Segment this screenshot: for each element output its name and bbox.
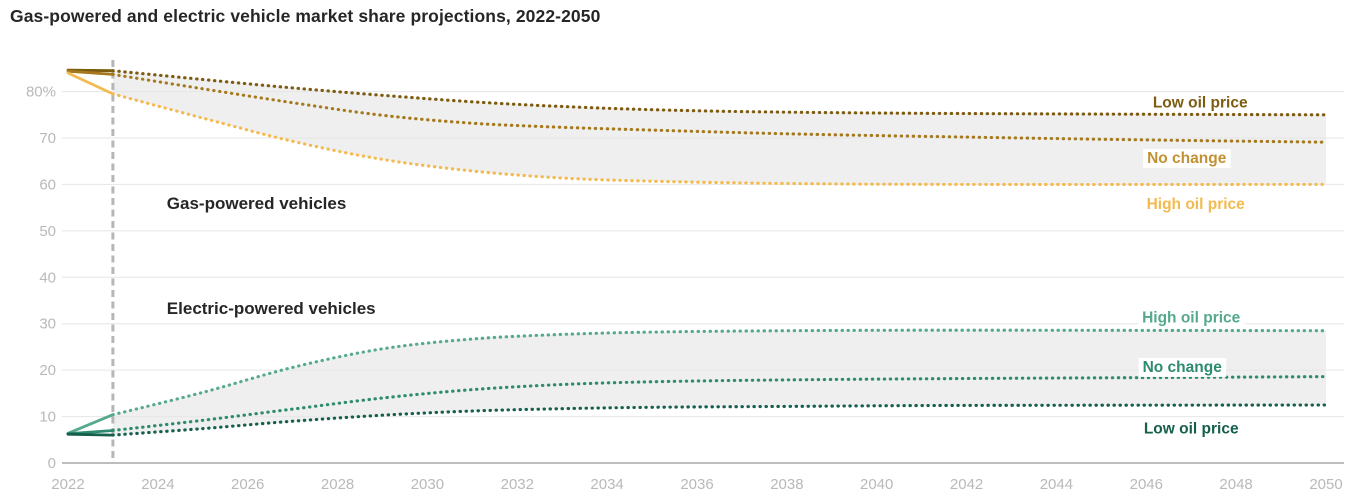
ev-no-change-label-halo [1138, 357, 1227, 377]
x-tick-2028: 2028 [321, 476, 354, 493]
gas-low-oil-price-line-projection [111, 69, 1328, 117]
gas-no-change-label: No change [1147, 150, 1227, 167]
x-tick-2044: 2044 [1040, 476, 1073, 493]
x-tick-2026: 2026 [231, 476, 264, 493]
y-tick-10: 10 [39, 409, 56, 426]
ev-low-oil-price-line-history [66, 432, 115, 437]
ev-projection-band [112, 330, 1326, 436]
x-tick-2036: 2036 [680, 476, 713, 493]
gas-low-oil-price-label: Low oil price [1153, 94, 1248, 111]
x-tick-2024: 2024 [141, 476, 174, 493]
y-tick-40: 40 [39, 269, 56, 286]
y-tick-80: 80% [26, 84, 56, 101]
gas-high-oil-price-label: High oil price [1147, 196, 1246, 213]
ev-group-label: Electric-powered vehicles [167, 299, 376, 318]
ev-no-change-line-projection [111, 375, 1328, 433]
gas-group-label: Gas-powered vehicles [167, 194, 347, 213]
x-tick-2048: 2048 [1219, 476, 1252, 493]
ev-low-oil-price-line-projection [111, 403, 1328, 437]
y-tick-20: 20 [39, 362, 56, 379]
x-tick-2042: 2042 [950, 476, 983, 493]
y-tick-0: 0 [48, 455, 56, 472]
y-tick-60: 60 [39, 176, 56, 193]
x-tick-2030: 2030 [411, 476, 444, 493]
gas-projection-band [112, 70, 1326, 185]
gas-high-oil-price-line-projection [111, 92, 1328, 187]
ev-no-change-label: No change [1143, 359, 1223, 376]
gas-high-oil-price-label-halo [1142, 195, 1250, 214]
ev-low-oil-price-label: Low oil price [1144, 421, 1239, 438]
ev-low-oil-price-label-halo [1139, 419, 1243, 439]
y-tick-70: 70 [39, 130, 56, 147]
gas-no-change-label-halo [1143, 149, 1231, 168]
x-tick-2032: 2032 [501, 476, 534, 493]
gas-high-oil-price-line-history [66, 71, 115, 96]
x-tick-2050: 2050 [1309, 476, 1342, 493]
gas-low-oil-price-line-history [66, 68, 115, 73]
gas-no-change-line-projection [111, 72, 1328, 144]
ev-high-oil-price-line-history [66, 413, 115, 435]
y-tick-30: 30 [39, 316, 56, 333]
x-tick-2046: 2046 [1130, 476, 1163, 493]
ev-high-oil-price-label: High oil price [1142, 309, 1241, 326]
ev-high-oil-price-label-halo [1138, 308, 1245, 328]
gas-low-oil-price-label-halo [1148, 93, 1252, 113]
chart-title: Gas-powered and electric vehicle market … [10, 6, 601, 26]
x-tick-2040: 2040 [860, 476, 893, 493]
x-tick-2034: 2034 [590, 476, 623, 493]
x-tick-2038: 2038 [770, 476, 803, 493]
gas-no-change-line-history [66, 69, 115, 76]
y-tick-50: 50 [39, 223, 56, 240]
ev-high-oil-price-line-projection [111, 328, 1328, 417]
x-tick-2022: 2022 [51, 476, 84, 493]
